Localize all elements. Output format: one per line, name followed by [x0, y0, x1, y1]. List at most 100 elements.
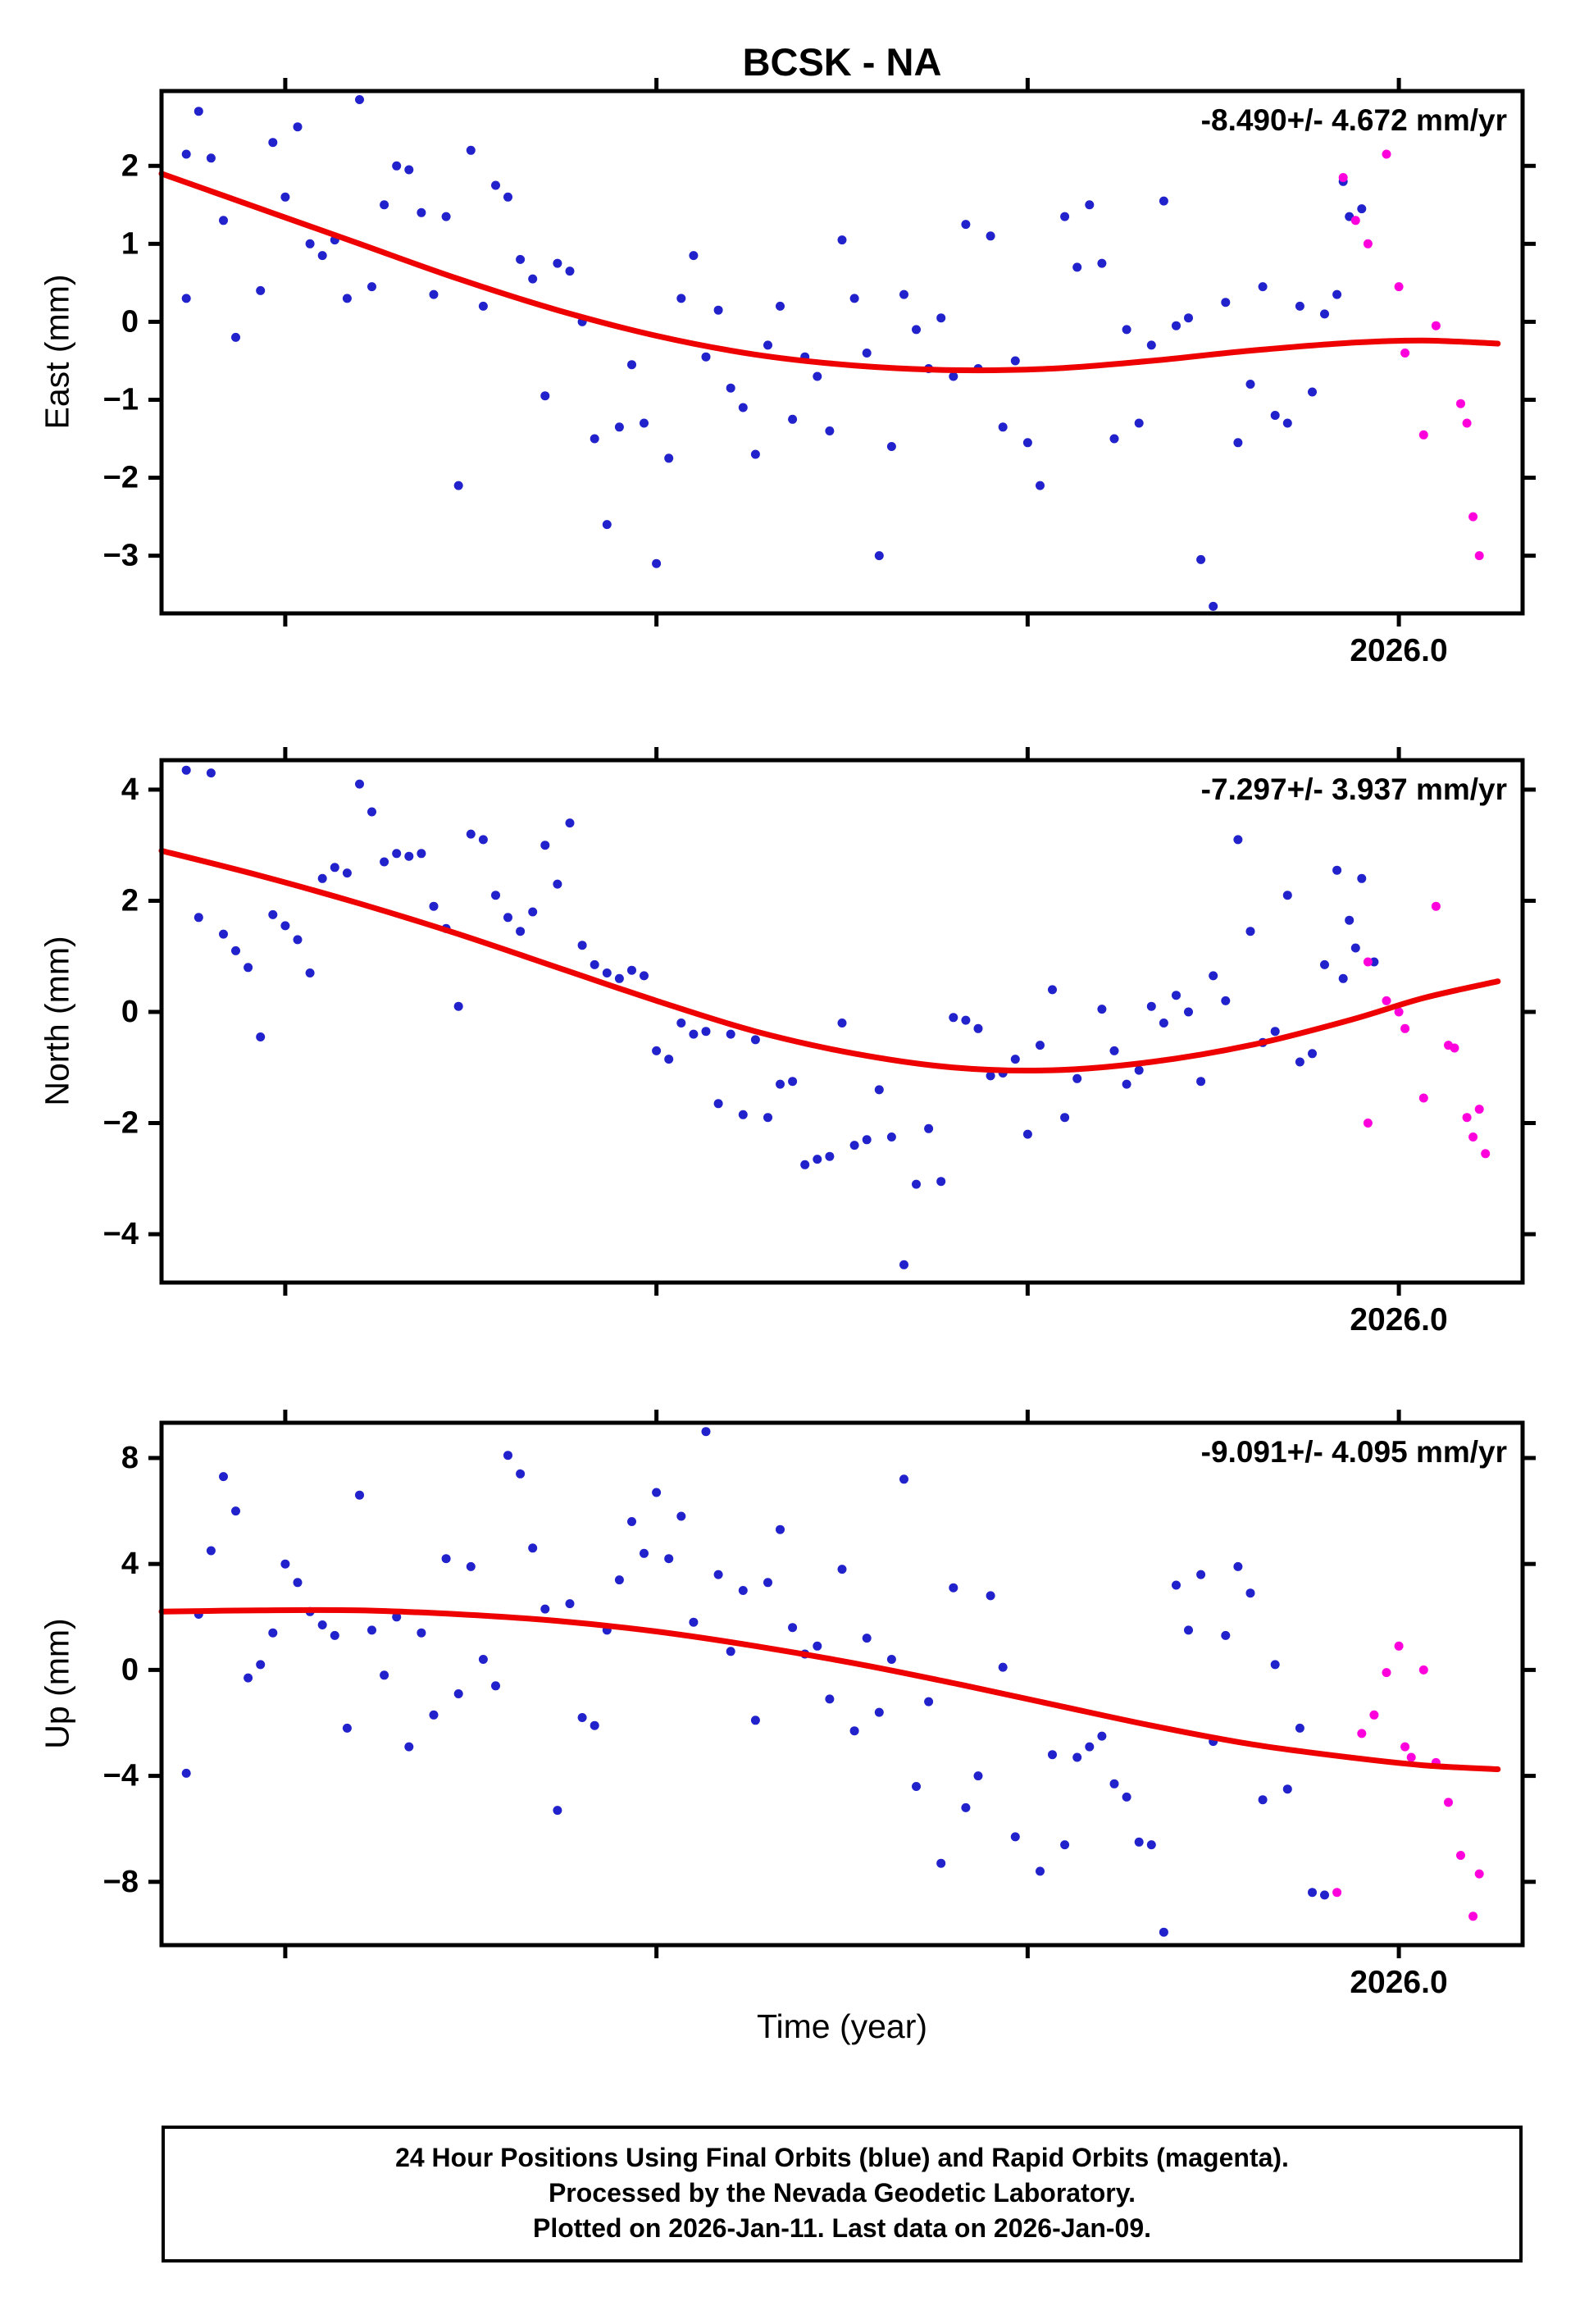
y-axis-label-east: East (mm) [38, 274, 76, 430]
final-orbits-point [404, 1742, 414, 1752]
final-orbits-point [453, 1001, 463, 1011]
final-orbits-point [652, 558, 662, 568]
final-orbits-point [676, 1018, 686, 1028]
final-orbits-point [1060, 1840, 1070, 1850]
final-orbits-point [1221, 1630, 1231, 1640]
final-orbits-point [602, 968, 612, 977]
final-orbits-point [1184, 1007, 1193, 1017]
final-orbits-point [540, 841, 550, 850]
final-orbits-point [1085, 1742, 1095, 1752]
final-orbits-point [899, 1474, 908, 1484]
final-orbits-point [1245, 1588, 1255, 1598]
final-orbits-point [936, 1858, 946, 1868]
final-orbits-point [293, 935, 303, 945]
final-orbits-point [491, 180, 500, 190]
final-orbits-point [1196, 1570, 1206, 1579]
final-orbits-point [899, 1260, 908, 1269]
final-orbits-point [466, 1561, 476, 1571]
final-orbits-point [367, 807, 376, 817]
y-tick-label: 0 [121, 995, 139, 1029]
trend-line [158, 1606, 1501, 1772]
final-orbits-point [1308, 1049, 1317, 1059]
rapid-orbits-point [1350, 216, 1360, 226]
final-orbits-point [1172, 991, 1181, 1000]
final-orbits-point [1097, 258, 1107, 268]
final-orbits-point [342, 294, 352, 303]
final-orbits-point [1308, 1888, 1317, 1898]
final-orbits-point [206, 768, 216, 778]
rapid-orbits-point [1406, 1752, 1416, 1762]
final-orbits-point [392, 849, 402, 859]
rapid-orbits-point [1418, 1665, 1428, 1675]
final-orbits-point [194, 913, 203, 923]
final-orbits-point [1134, 418, 1144, 428]
final-orbits-point [701, 1027, 711, 1037]
final-orbits-point [206, 153, 216, 163]
final-orbits-point [453, 481, 463, 490]
final-orbits-point [441, 1554, 451, 1564]
final-orbits-point [776, 1079, 785, 1089]
final-orbits-point [330, 863, 339, 873]
final-orbits-point [1221, 996, 1231, 1005]
final-orbits-point [664, 1055, 674, 1064]
caption-box: 24 Hour Positions Using Final Orbits (bl… [162, 2126, 1523, 2262]
final-orbits-point [1258, 1795, 1268, 1805]
final-orbits-point [886, 1132, 896, 1141]
final-orbits-point [874, 551, 884, 561]
final-orbits-point [813, 1641, 822, 1651]
final-orbits-point [825, 1694, 835, 1704]
rapid-orbits-point [1400, 1023, 1410, 1033]
final-orbits-point [652, 1046, 662, 1055]
final-orbits-point [565, 818, 575, 828]
y-tick-label: 8 [121, 1441, 139, 1475]
rapid-orbits-point [1382, 1668, 1391, 1678]
final-orbits-point [1233, 1561, 1243, 1571]
final-orbits-point [280, 921, 290, 931]
final-orbits-point [553, 258, 562, 268]
final-orbits-point [1338, 973, 1348, 983]
rapid-orbits-point [1363, 1119, 1373, 1128]
final-orbits-point [1295, 1057, 1304, 1067]
final-orbits-point [1134, 1837, 1144, 1847]
panel-frame [159, 1420, 1525, 1948]
final-orbits-point [1146, 1840, 1156, 1850]
final-orbits-point [800, 1160, 810, 1169]
rapid-orbits-point [1450, 1043, 1459, 1053]
final-orbits-point [837, 235, 847, 245]
final-orbits-point [614, 422, 624, 432]
final-orbits-point [689, 1029, 699, 1039]
final-orbits-point [1282, 1784, 1292, 1794]
rapid-orbits-point [1332, 1888, 1342, 1898]
rapid-orbits-point [1338, 173, 1348, 182]
caption-line-1: 24 Hour Positions Using Final Orbits (bl… [395, 2143, 1289, 2172]
final-orbits-point [206, 1546, 216, 1556]
final-orbits-point [813, 371, 822, 381]
y-tick-label: −2 [103, 461, 139, 495]
final-orbits-point [528, 907, 538, 917]
trend-line [158, 848, 1501, 1074]
rate-annotation-up: -9.091+/- 4.095 mm/yr [1200, 1435, 1507, 1469]
final-orbits-point [453, 1689, 463, 1698]
final-orbits-point [1245, 927, 1255, 936]
final-orbits-point [813, 1155, 822, 1164]
final-orbits-point [577, 1713, 587, 1722]
final-orbits-point [652, 1488, 662, 1497]
final-orbits-point [986, 1591, 995, 1601]
plot-title: BCSK - NA [742, 40, 942, 84]
rapid-orbits-point [1363, 239, 1373, 248]
final-orbits-point [701, 352, 711, 362]
final-orbits-point [949, 1013, 958, 1023]
final-orbits-point [1320, 309, 1329, 319]
rapid-orbits-point [1474, 551, 1484, 561]
final-orbits-point [268, 1628, 278, 1638]
y-tick-label: −3 [103, 539, 139, 573]
final-orbits-point [1010, 356, 1020, 366]
final-orbits-point [837, 1018, 847, 1028]
final-orbits-point [874, 1707, 884, 1717]
final-orbits-point [1332, 289, 1342, 299]
final-orbits-point [862, 1634, 872, 1643]
final-orbits-point [1122, 325, 1131, 335]
final-orbits-point [1036, 1041, 1045, 1050]
final-orbits-point [738, 1586, 748, 1595]
final-orbits-point [1258, 282, 1268, 292]
